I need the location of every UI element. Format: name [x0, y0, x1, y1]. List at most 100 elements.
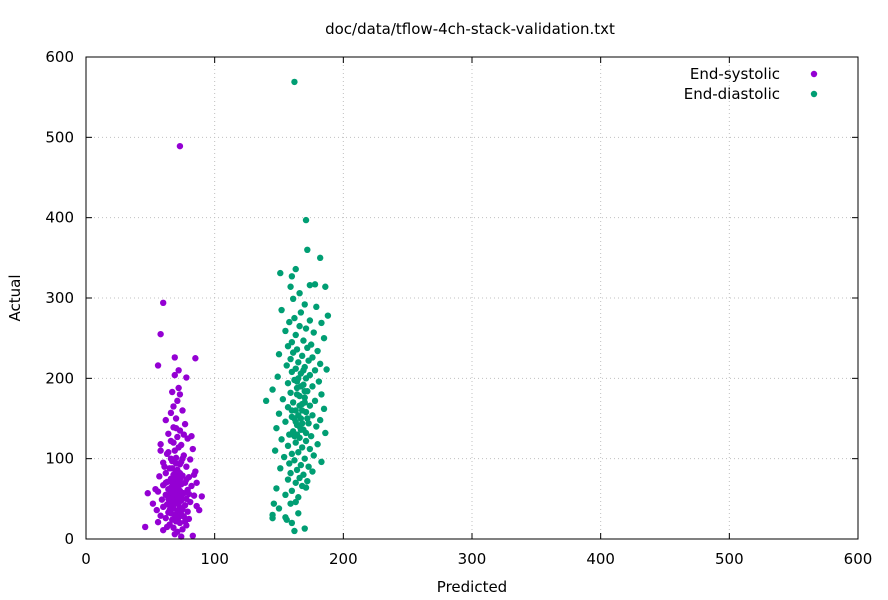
data-point [295, 449, 302, 456]
data-point [174, 397, 181, 405]
data-point [304, 477, 311, 485]
data-point [187, 498, 194, 506]
data-point [322, 429, 329, 437]
data-point [185, 490, 193, 498]
data-point [283, 362, 290, 369]
data-point [309, 412, 316, 419]
data-point [305, 420, 312, 427]
data-point [288, 407, 296, 414]
data-point [324, 312, 332, 319]
data-point [169, 388, 176, 396]
data-point [295, 359, 302, 366]
data-point [306, 281, 314, 289]
data-point [320, 405, 328, 413]
data-point [183, 374, 190, 381]
x-tick-label: 100 [200, 550, 229, 568]
data-point [295, 494, 302, 501]
data-point [291, 457, 298, 464]
data-point [156, 473, 163, 480]
legend-label: End-systolic [690, 65, 780, 83]
legend-marker [810, 70, 818, 78]
data-point [301, 455, 308, 462]
data-point [298, 444, 306, 451]
x-axis-label: Predicted [437, 578, 507, 596]
data-point [288, 519, 296, 527]
data-point [284, 343, 292, 350]
data-point [313, 423, 320, 430]
data-point [304, 415, 311, 422]
data-point [313, 303, 320, 311]
data-point [315, 378, 323, 385]
data-point [287, 500, 294, 507]
data-point [293, 391, 301, 398]
data-point [193, 479, 200, 486]
data-point [269, 514, 276, 522]
data-point [273, 424, 280, 432]
y-tick-label: 100 [45, 450, 74, 468]
data-point [275, 505, 283, 512]
axis-ticks: 0 100 200 300 400 500 600 0 100 200 300 400 500 600 [45, 48, 872, 568]
data-point [310, 329, 317, 336]
data-point [318, 319, 325, 327]
data-point [144, 490, 151, 497]
data-point [183, 476, 190, 483]
data-point [278, 436, 285, 443]
data-point [284, 379, 292, 387]
legend-label: End-diastolic [684, 85, 780, 103]
data-point [179, 526, 186, 533]
data-point [172, 513, 180, 520]
x-tick-label: 300 [458, 550, 487, 568]
data-point [282, 418, 289, 425]
data-point [163, 523, 171, 531]
data-point [311, 367, 319, 374]
data-point [154, 518, 162, 526]
data-point [310, 452, 317, 459]
data-point [171, 371, 178, 379]
data-point [291, 432, 298, 440]
data-point [158, 496, 166, 503]
data-point [176, 476, 184, 483]
x-tick-label: 500 [715, 550, 744, 568]
data-point [292, 331, 299, 339]
data-point [161, 463, 168, 470]
data-point [311, 281, 319, 288]
data-point [152, 485, 159, 493]
data-point [316, 360, 324, 368]
data-point [322, 283, 329, 290]
data-point [302, 325, 310, 332]
data-point [178, 533, 185, 540]
data-point [282, 491, 289, 499]
x-tick-label: 400 [586, 550, 615, 568]
data-point [297, 426, 305, 433]
data-point [188, 482, 195, 490]
data-point [298, 407, 306, 414]
data-point [304, 344, 311, 352]
data-point [170, 403, 177, 410]
data-point [293, 378, 301, 385]
data-point [288, 273, 296, 280]
data-point [314, 441, 321, 448]
x-tick-label: 0 [81, 550, 91, 568]
data-point [306, 445, 314, 453]
data-point [298, 420, 306, 427]
data-point [171, 530, 178, 538]
data-point [318, 391, 325, 398]
data-point [179, 407, 186, 414]
data-point [297, 461, 305, 469]
data-point [291, 527, 298, 535]
data-point [280, 453, 288, 461]
data-point [296, 289, 303, 297]
data-point [302, 484, 310, 491]
y-tick-label: 200 [45, 369, 74, 387]
data-point [284, 442, 292, 450]
data-point [192, 355, 199, 362]
data-point [181, 518, 189, 525]
data-point [316, 254, 324, 262]
data-point [190, 471, 198, 478]
data-point [295, 412, 302, 419]
data-point [157, 441, 164, 448]
data-point [284, 476, 292, 483]
data-point [275, 351, 283, 358]
data-point [187, 456, 194, 463]
data-point [292, 265, 299, 273]
